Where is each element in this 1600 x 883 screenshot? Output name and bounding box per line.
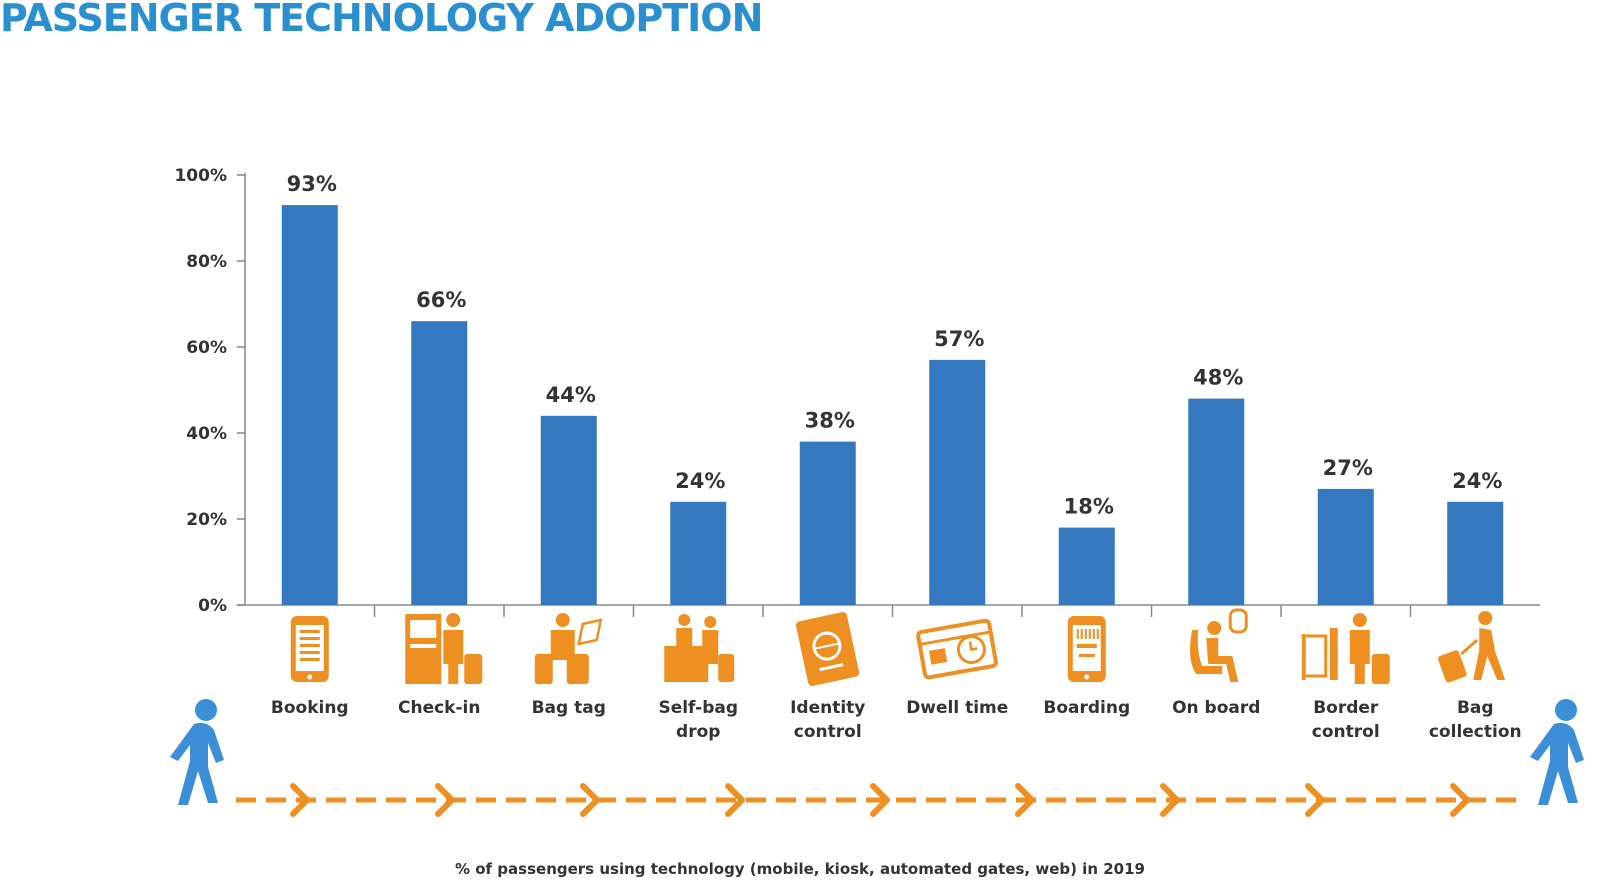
dashed-arrow-icon [435,783,455,817]
value-label: 57% [934,327,984,351]
category-icons: Booking Check-in Bag tag Self-bag drop Identi… [271,608,1522,742]
bar-8 [1188,398,1245,605]
dashed-arrow-icon [1450,783,1470,817]
bar-1 [281,205,338,605]
category-label: collection [1429,722,1522,742]
y-tick-label: 100% [174,166,227,186]
y-tick-label: 60% [186,338,227,358]
y-tick-label: 40% [186,424,227,444]
value-label: 18% [1064,495,1114,519]
bag-tag-icon [534,613,603,684]
value-label: 48% [1193,366,1243,390]
y-tick-label: 0% [198,596,227,616]
dashed-arrow-icon [1015,783,1035,817]
bar-6 [929,359,986,605]
seated-passenger-icon [1190,608,1248,682]
category-label: Identity [790,698,865,718]
category-label: Boarding [1043,698,1130,718]
clock-ticket-icon [916,618,998,680]
bar-4 [670,501,727,605]
luggage-walker-icon [1438,611,1506,683]
dashed-arrow-icon [290,783,310,817]
walking-person-icon [1530,699,1584,805]
bar-7 [1058,527,1115,605]
boarding-pass-phone-icon [1067,616,1106,682]
passport-icon [795,612,860,686]
dashed-arrow-icon [1160,783,1180,817]
smartphone-icon [290,616,329,682]
check-in-kiosk-icon [405,613,483,684]
value-label: 66% [416,288,466,312]
dashed-arrow-icon [870,783,890,817]
value-label: 24% [1452,469,1502,493]
bar-5 [799,441,856,605]
category-label: control [1312,722,1380,742]
value-label: 24% [675,469,725,493]
value-label: 27% [1323,456,1373,480]
value-label: 44% [546,383,596,407]
dashed-arrow-icon [725,783,745,817]
bars [281,205,1504,605]
automated-gate-icon [1301,613,1390,684]
category-label: Border [1313,698,1379,718]
page-title: PASSENGER TECHNOLOGY ADOPTION [0,0,763,40]
bag-drop-icon [664,614,735,682]
category-label: drop [676,722,720,742]
category-label: Booking [271,698,349,718]
y-tick-label: 80% [186,252,227,272]
walking-person-icon [170,699,224,805]
value-label: 93% [287,172,337,196]
category-label: Dwell time [906,698,1008,718]
journey-line [170,699,1584,817]
dashed-arrow-icon [580,783,600,817]
value-labels: 93% 66% 44% 24% 38% 57% 18% 48% 27% 24% [287,172,1503,518]
value-label: 38% [805,409,855,433]
category-label: Bag tag [532,698,606,718]
category-label: Check-in [398,698,480,718]
category-label: On board [1172,698,1260,718]
category-label: control [794,722,862,742]
bar-2 [411,321,468,605]
category-label: Bag [1457,698,1494,718]
category-label: Self-bag [658,698,738,718]
bar-9 [1317,488,1374,605]
y-tick-label: 20% [186,510,227,530]
dashed-arrow-icon [1305,783,1325,817]
bar-10 [1447,501,1504,605]
footnote: % of passengers using technology (mobile… [455,860,1145,878]
bar-3 [540,415,597,605]
